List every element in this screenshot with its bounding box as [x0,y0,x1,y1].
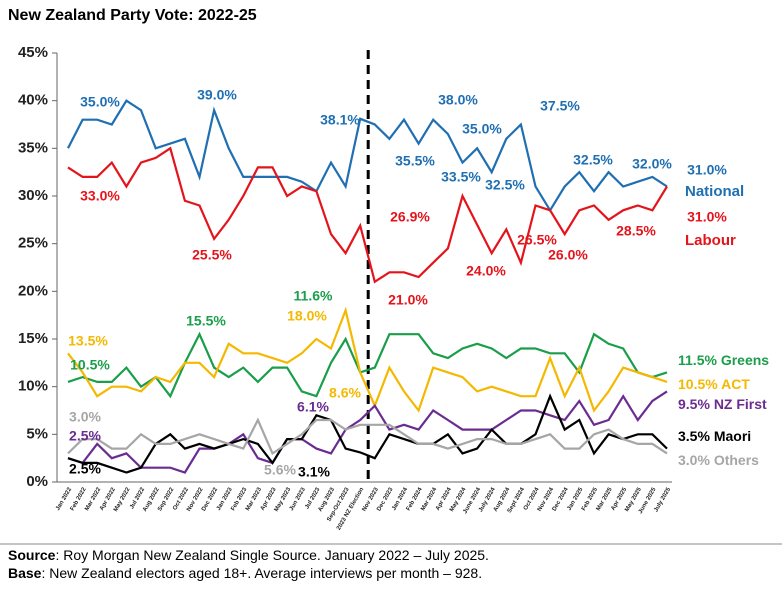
source-text: : Roy Morgan New Zealand Single Source. … [55,547,488,563]
value-annotation: 32.0% [632,156,672,172]
value-annotation: 38.1% [320,112,360,128]
value-annotation: 3.0% [69,409,101,425]
value-annotation: 37.5% [540,98,580,114]
y-tick-label: 35% [18,139,48,156]
end-label: 11.5% Greens [678,352,769,368]
y-tick-label: 20% [18,282,48,299]
value-annotation: 3.1% [298,464,330,480]
value-annotation: 25.5% [192,247,232,263]
value-annotation: 39.0% [197,87,237,103]
end-label: 3.0% Others [678,452,759,468]
value-annotation: 2.5% [69,428,101,444]
value-annotation: 32.5% [573,152,613,168]
y-tick-label: 45% [18,44,48,61]
value-annotation: 21.0% [388,292,428,308]
series-name: ACT [721,376,750,392]
series-line [67,99,668,213]
value-annotation: 2.5% [69,461,101,477]
series-name: Others [714,452,759,468]
base-label: Base [8,565,42,581]
base-note: Base: New Zealand electors aged 18+. Ave… [8,565,482,581]
value-annotation: 38.0% [438,92,478,108]
y-tick-label: 30% [18,187,48,204]
value-annotation: 8.6% [329,385,361,401]
y-tick-label: 0% [26,473,48,490]
value-annotation: 11.6% [294,288,333,304]
value-annotation: 32.5% [485,177,525,193]
value-annotation: 33.5% [441,169,481,185]
value-annotation: 33.0% [80,188,120,204]
value-annotation: 35.0% [462,121,502,137]
series-line [67,417,668,456]
series-name: NZ First [714,396,767,412]
value-annotation: 26.5% [517,232,557,248]
end-label: 9.5% NZ First [678,396,767,412]
value-annotation: 28.5% [616,223,656,239]
value-annotation: 24.0% [466,263,506,279]
end-value: 10.5% [678,376,718,392]
y-tick-label: 10% [18,378,48,395]
value-annotation: 18.0% [287,308,327,324]
series-line [67,390,668,474]
value-annotation: 26.0% [548,247,588,263]
series-line [67,331,668,399]
series-name: Maori [714,428,751,444]
end-value: 9.5% [678,396,710,412]
chart-title: New Zealand Party Vote: 2022-25 [8,7,257,24]
series-line [67,146,668,284]
source-label: Source [8,547,56,563]
value-annotation: 10.5% [70,357,110,373]
end-value: 3.0% [678,452,710,468]
end-value: 3.5% [678,428,710,444]
value-annotation: 31.0% [687,162,727,178]
series-name: Greens [721,352,769,368]
series-name: National [685,183,744,200]
base-text: : New Zealand electors aged 18+. Average… [41,565,482,581]
y-tick-label: 15% [18,330,48,347]
value-annotation: 35.0% [80,94,120,110]
value-annotation: 26.9% [390,209,430,225]
value-annotation: 5.6% [264,462,296,478]
end-value: 11.5% [678,352,717,368]
y-tick-label: 5% [26,425,48,442]
end-label: 3.5% Maori [678,428,751,444]
series-line [67,306,668,413]
value-annotation: 31.0% [687,209,727,225]
end-label: 10.5% ACT [678,376,750,392]
source-note: Source: Roy Morgan New Zealand Single So… [8,547,489,563]
series-line [67,393,668,474]
series-name: Labour [685,232,736,249]
value-annotation: 15.5% [186,313,226,329]
value-annotation: 6.1% [297,399,329,415]
value-annotation: 13.5% [68,333,108,349]
value-annotation: 35.5% [395,153,435,169]
y-tick-label: 40% [18,92,48,109]
y-tick-label: 25% [18,235,48,252]
